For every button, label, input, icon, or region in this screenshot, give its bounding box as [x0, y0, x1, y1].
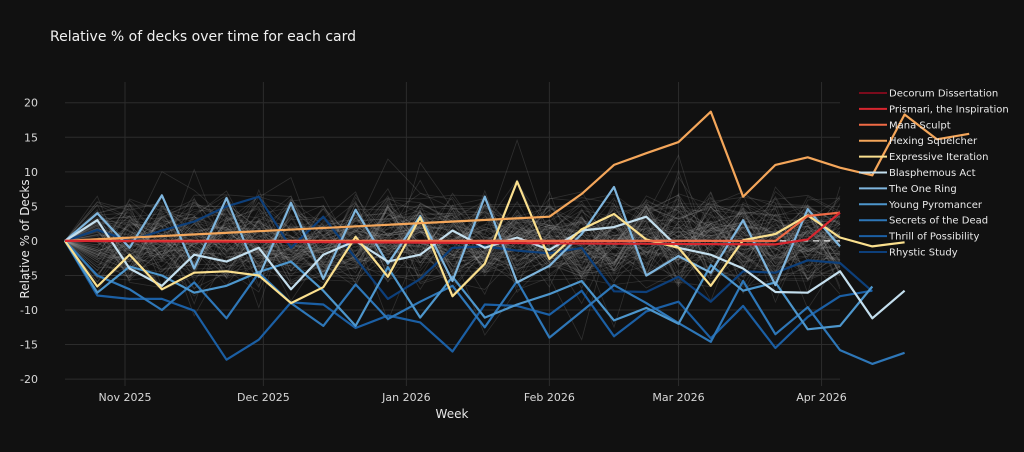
legend-entry[interactable]: Hexing Squelcher — [889, 136, 978, 147]
legend-entry[interactable]: Thrill of Possibility — [888, 232, 979, 243]
background-card-line — [64, 176, 841, 267]
series-line-secrets-of-the-dead — [64, 240, 905, 365]
background-card-line — [64, 191, 841, 290]
background-card-line — [64, 186, 841, 295]
background-card-line — [64, 214, 841, 267]
background-card-line — [64, 207, 841, 291]
x-axis-title: Week — [436, 407, 469, 421]
background-card-line — [64, 177, 841, 283]
series-lines — [64, 110, 970, 365]
legend-entry[interactable]: Expressive Iteration — [889, 152, 989, 163]
x-tick-label: Mar 2026 — [652, 391, 704, 404]
background-card-line — [64, 201, 841, 329]
x-tick-label: Dec 2025 — [237, 391, 290, 404]
background-card-line — [64, 196, 841, 258]
background-card-line — [64, 222, 841, 279]
series-line-mana-sculpt — [65, 211, 841, 242]
background-card-line — [64, 179, 841, 317]
series-line-hexing-squelcher — [64, 110, 970, 242]
background-card-line — [64, 223, 841, 263]
legend-entry[interactable]: The One Ring — [888, 184, 957, 195]
background-card-line — [64, 199, 841, 273]
y-tick-label: -15 — [20, 339, 38, 352]
background-card-line — [64, 188, 841, 280]
y-tick-label: 5 — [31, 200, 38, 213]
y-tick-label: -10 — [20, 304, 38, 317]
background-card-line — [64, 213, 841, 265]
background-card-line — [64, 216, 841, 265]
background-card-line — [64, 205, 841, 280]
x-tick-label: Feb 2026 — [524, 391, 575, 404]
background-card-line — [64, 193, 841, 289]
legend-entry[interactable]: Blasphemous Act — [889, 168, 976, 179]
y-tick-label: -5 — [27, 269, 38, 282]
x-tick-label: Apr 2026 — [796, 391, 847, 404]
background-card-line — [64, 222, 841, 261]
background-card-line — [64, 199, 841, 280]
y-tick-label: 20 — [24, 97, 38, 110]
series-line-thrill-of-possibility — [64, 240, 873, 361]
background-card-line — [64, 213, 841, 322]
legend-entry[interactable]: Decorum Dissertation — [889, 89, 998, 100]
background-card-line — [64, 201, 841, 310]
y-tick-label: -20 — [20, 373, 38, 386]
x-tick-label: Nov 2025 — [98, 391, 151, 404]
y-tick-label: 15 — [24, 131, 38, 144]
background-card-line — [64, 158, 841, 290]
series-line-blasphemous-act — [64, 215, 906, 320]
legend: Decorum Dissertation Prismari, the Inspir… — [859, 89, 1009, 259]
legend-entry[interactable]: Secrets of the Dead — [889, 216, 988, 227]
legend-entry[interactable]: Mana Sculpt — [889, 120, 951, 131]
x-tick-labels: Nov 2025 Dec 2025 Jan 2026 Feb 2026 Mar 2026… — [98, 391, 846, 404]
background-card-line — [64, 204, 841, 278]
background-card-line — [64, 169, 841, 341]
background-card-line — [64, 198, 841, 278]
chart-title: Relative % of decks over time for each c… — [50, 29, 356, 45]
background-card-line — [64, 196, 841, 281]
legend-entry[interactable]: Prismari, the Inspiration — [889, 104, 1009, 115]
background-lines — [64, 139, 841, 341]
background-card-line — [64, 207, 841, 274]
background-card-line — [64, 168, 841, 274]
background-card-line — [64, 226, 841, 256]
series-line-the-one-ring — [64, 185, 841, 287]
background-card-line — [64, 191, 841, 272]
background-card-line — [64, 205, 841, 282]
x-tick-label: Jan 2026 — [381, 391, 430, 404]
background-card-line — [64, 192, 841, 278]
background-card-line — [64, 201, 841, 291]
y-axis-title: Relative % of Decks — [18, 179, 32, 298]
series-line-prismari-the-inspiration — [64, 211, 841, 246]
background-card-line — [64, 197, 841, 284]
y-tick-label: 0 — [31, 235, 38, 248]
background-card-line — [64, 218, 841, 273]
background-card-line — [64, 190, 841, 294]
background-card-line — [64, 205, 841, 270]
y-tick-labels: 20 15 10 5 0 -5 -10 -15 -20 — [20, 97, 38, 386]
series-line-rhystic-study — [64, 195, 874, 303]
background-card-line — [64, 207, 841, 309]
series-line-young-pyromancer — [64, 240, 874, 331]
background-card-line — [64, 195, 841, 280]
series-line-expressive-iteration — [64, 180, 905, 305]
legend-entry[interactable]: Young Pyromancer — [888, 200, 983, 211]
legend-entry[interactable]: Rhystic Study — [889, 248, 958, 259]
background-card-line — [64, 194, 841, 288]
background-card-line — [64, 198, 841, 278]
y-tick-label: 10 — [24, 166, 38, 179]
